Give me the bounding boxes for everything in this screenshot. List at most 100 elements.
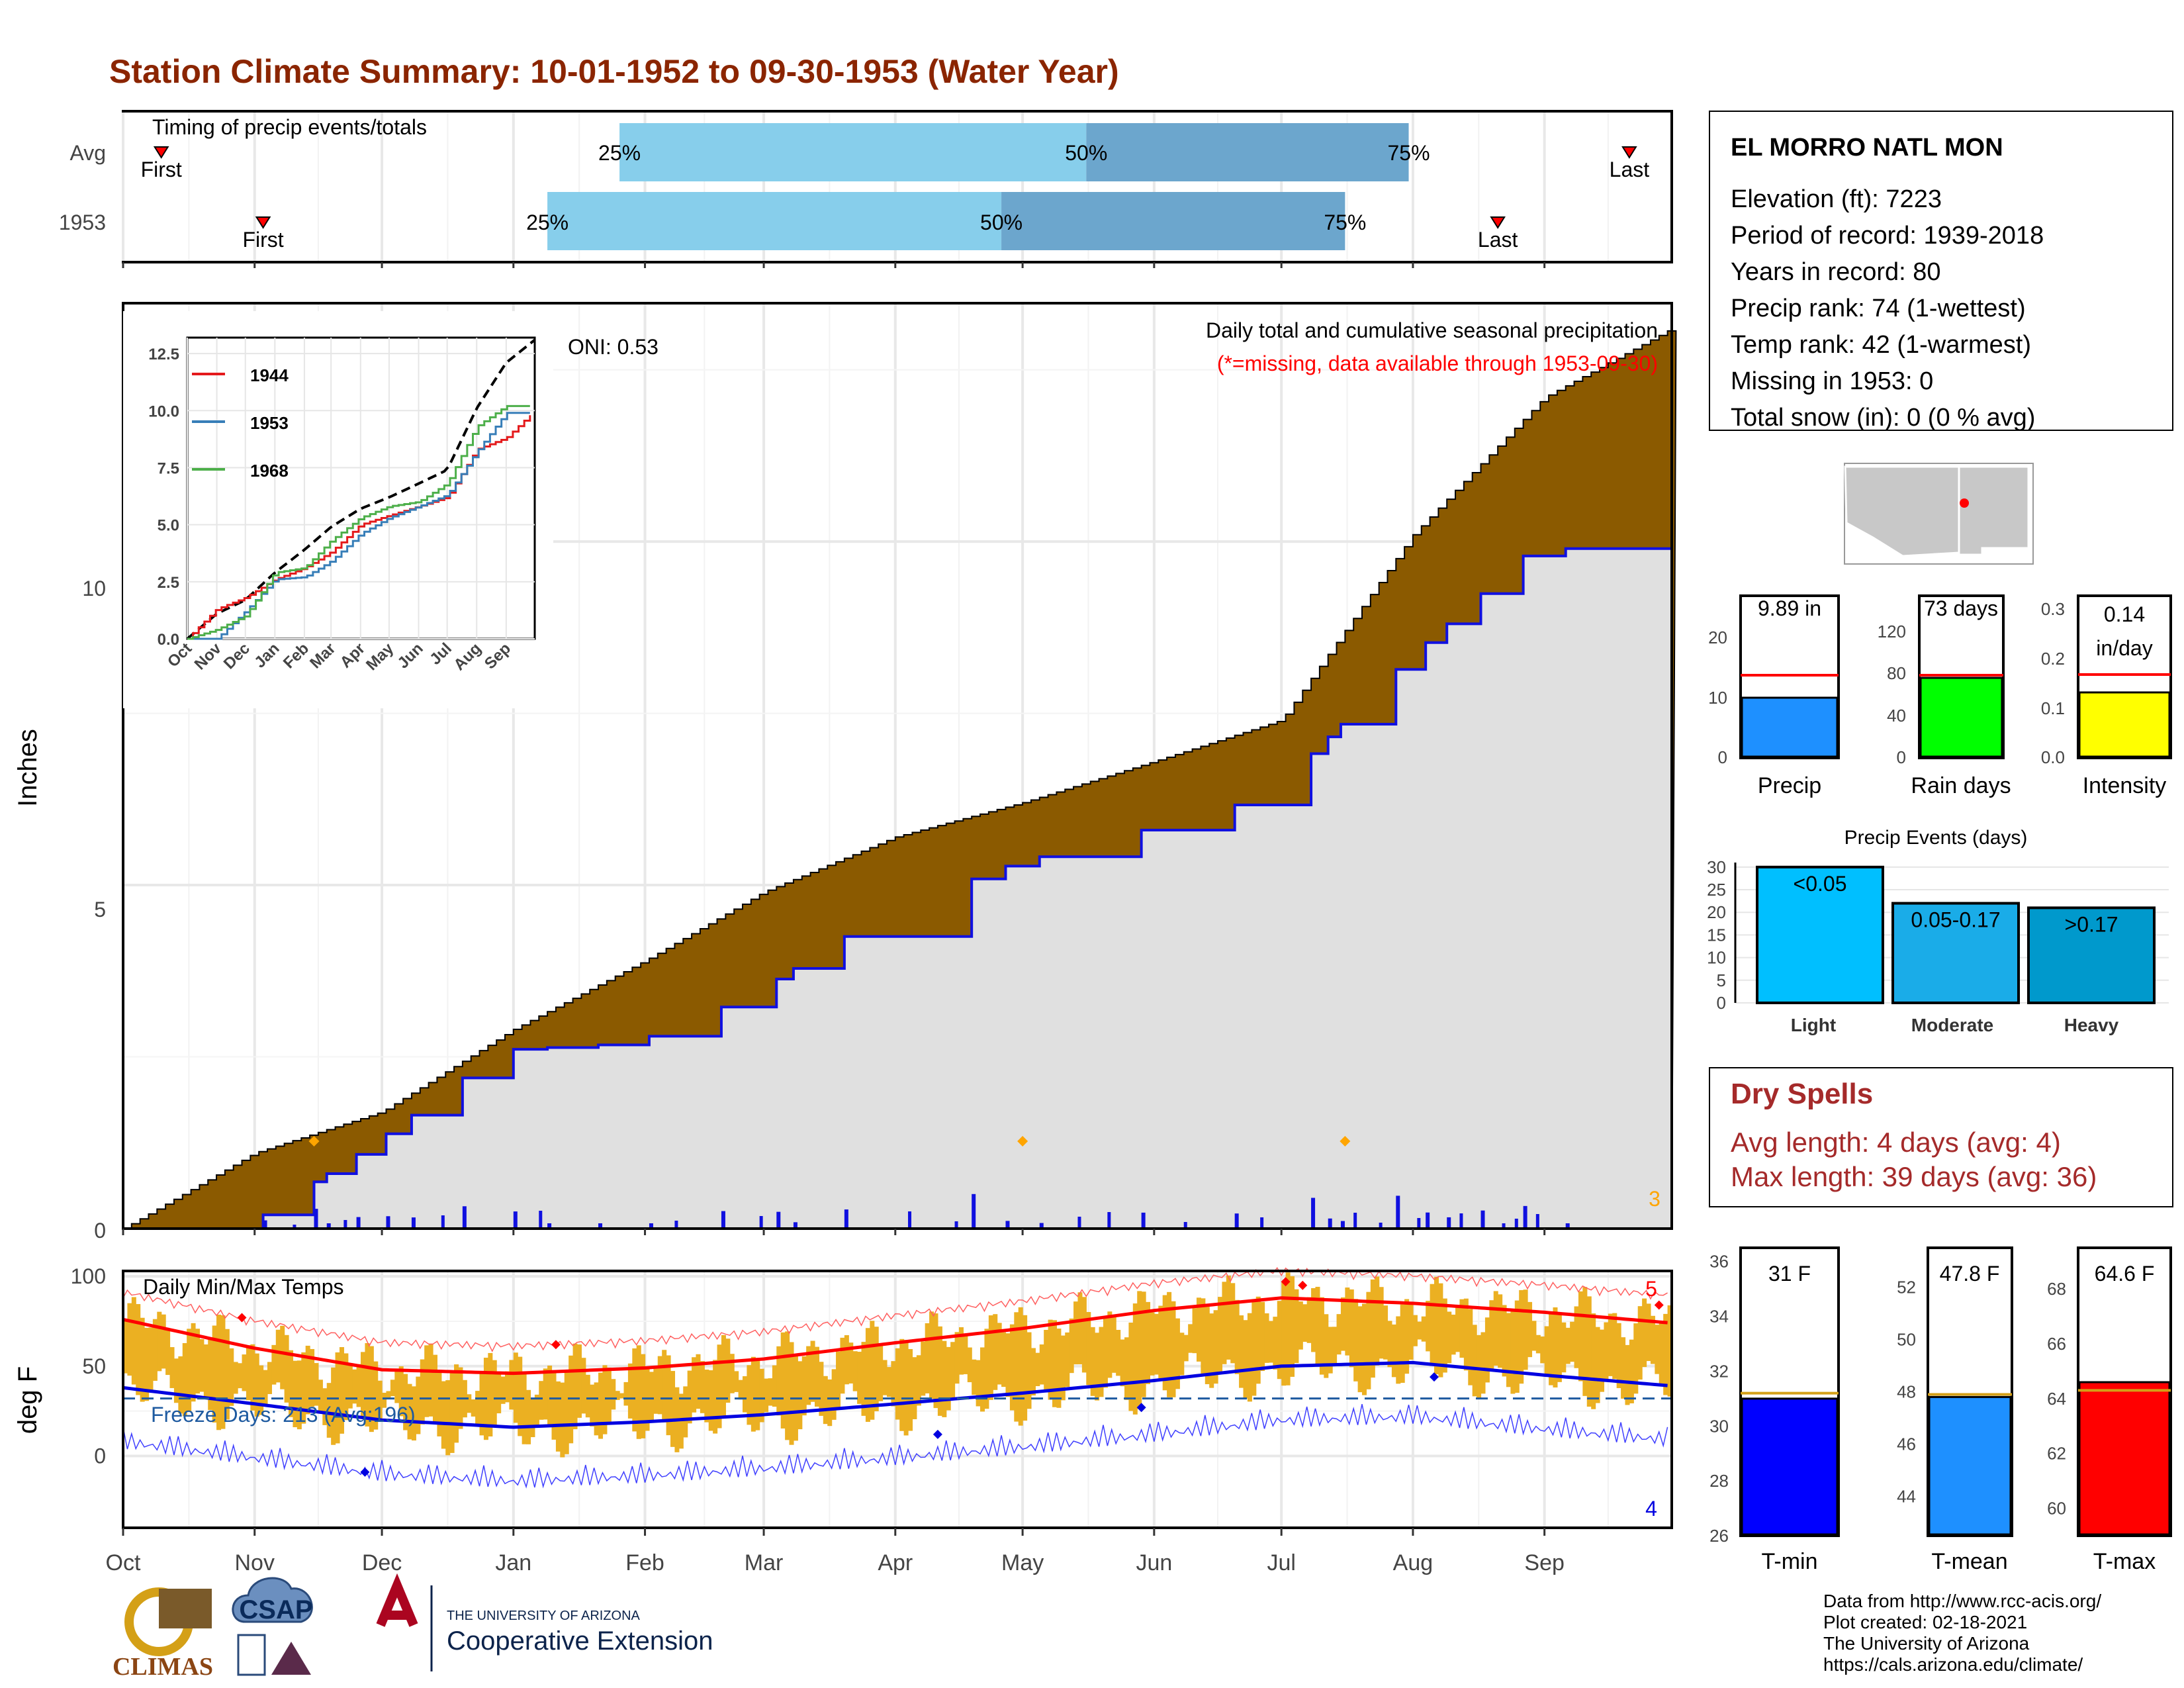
temp-summary-tick-label: 52 xyxy=(1897,1277,1916,1297)
daily-precip-bar xyxy=(1379,1223,1383,1229)
daily-precip-bar xyxy=(759,1216,763,1229)
daily-temp-bar xyxy=(407,1383,412,1440)
daily-temp-bar xyxy=(1340,1297,1345,1351)
raindays-summary-value: 73 days xyxy=(1924,596,1998,620)
daily-temp-bar xyxy=(165,1329,171,1376)
daily-temp-bar xyxy=(479,1373,484,1436)
daily-temp-bar xyxy=(331,1367,336,1445)
temp-ylabel: deg F xyxy=(13,1366,42,1434)
tmin-summary-value: 31 F xyxy=(1768,1262,1811,1286)
daily-temp-bar xyxy=(895,1348,900,1420)
temp-summary-tick-label: 36 xyxy=(1709,1252,1729,1272)
daily-temp-bar xyxy=(1009,1324,1015,1411)
timing-bar-25-50 xyxy=(547,192,1002,250)
daily-temp-bar xyxy=(1510,1311,1516,1394)
daily-temp-bar xyxy=(1086,1311,1091,1385)
daily-temp-bar xyxy=(623,1382,629,1406)
daily-temp-bar xyxy=(743,1376,748,1413)
daily-temp-bar xyxy=(471,1399,476,1417)
inset-ytick-label: 7.5 xyxy=(158,459,179,477)
daily-temp-bar xyxy=(937,1326,942,1416)
inset-ytick-label: 12.5 xyxy=(148,346,179,363)
freeze-days-label: Freeze Days: 213 (Avg:196) xyxy=(151,1403,416,1427)
daily-temp-bar xyxy=(1574,1306,1579,1368)
daily-temp-bar xyxy=(958,1327,964,1375)
temp-summary-tick-label: 48 xyxy=(1897,1382,1916,1402)
daily-temp-bar xyxy=(386,1391,391,1399)
daily-temp-bar xyxy=(208,1338,213,1411)
daily-temp-bar xyxy=(136,1304,141,1395)
daily-precip-bar xyxy=(343,1220,347,1229)
daily-temp-bar xyxy=(967,1347,972,1383)
events-bars: <0.05 0.05-0.17 >0.17 xyxy=(1756,865,2156,1005)
daily-temp-bar xyxy=(1455,1307,1461,1352)
events-ytick-label: 15 xyxy=(1707,925,1726,945)
daily-temp-bar xyxy=(1124,1337,1129,1400)
daily-temp-bar xyxy=(1167,1291,1172,1397)
month-label: Jun xyxy=(1136,1550,1172,1575)
events-ytick-label: 0 xyxy=(1717,993,1726,1013)
daily-temp-bar xyxy=(1196,1297,1201,1362)
daily-temp-bar xyxy=(1667,1305,1672,1397)
daily-temp-bar xyxy=(224,1329,230,1420)
events-bar-tag: >0.17 xyxy=(2065,912,2118,936)
daily-precip-bar xyxy=(1523,1205,1527,1229)
daily-temp-bar xyxy=(785,1331,790,1440)
daily-temp-bar xyxy=(933,1313,938,1409)
daily-temp-bar xyxy=(738,1380,743,1400)
temp-summary-tick-label: 32 xyxy=(1709,1361,1729,1381)
csap-mountain xyxy=(271,1642,311,1675)
new-mexico-shape xyxy=(1958,465,2030,556)
csap-bars xyxy=(237,1634,266,1676)
record-min-line xyxy=(122,1403,1668,1489)
station-info-box: EL MORRO NATL MON Elevation (ft): 7223 P… xyxy=(1709,111,2173,432)
daily-precip-bar xyxy=(1340,1221,1345,1229)
csap-cloud xyxy=(232,1577,313,1623)
daily-temp-bar xyxy=(377,1380,383,1421)
daily-temp-bar xyxy=(1222,1282,1227,1364)
daily-temp-bar xyxy=(1375,1276,1380,1366)
daily-temp-bar xyxy=(683,1386,688,1438)
temp-summary-bars: 31 F 26 28 30 32 34 36 T-min 47.8 F 44 46 48 50 5… xyxy=(1709,1246,2172,1574)
tmax-summary-value: 64.6 F xyxy=(2095,1262,2155,1286)
intensity-summary-tick-3: 0.3 xyxy=(2041,599,2065,619)
precip-summary-bar xyxy=(1741,696,1839,758)
daily-temp-bar xyxy=(1090,1327,1095,1396)
daily-temp-bar xyxy=(1417,1321,1422,1340)
daily-temp-bar xyxy=(717,1344,722,1429)
daily-temp-bar xyxy=(899,1338,905,1431)
daily-temp-bar xyxy=(305,1345,310,1415)
daily-temp-bar xyxy=(912,1357,917,1419)
daily-temp-bar xyxy=(1302,1304,1308,1342)
daily-temp-bar xyxy=(1014,1312,1019,1422)
daily-temp-bars xyxy=(123,1272,1672,1458)
daily-temp-bar xyxy=(526,1389,531,1444)
timing-p75-label-year: 75% xyxy=(1324,211,1366,234)
daily-precip-bar xyxy=(844,1209,848,1229)
daily-temp-bar xyxy=(428,1343,433,1417)
daily-precip-bar xyxy=(972,1194,976,1229)
credit-line-4: https://cals.arizona.edu/climate/ xyxy=(1823,1654,2083,1675)
daily-temp-bar xyxy=(339,1347,344,1434)
daily-precip-bar xyxy=(441,1215,445,1229)
daily-precip-bar xyxy=(1311,1197,1316,1229)
daily-temp-bar xyxy=(908,1348,913,1431)
daily-temp-bar xyxy=(1391,1324,1396,1378)
daily-temp-bar xyxy=(1604,1322,1609,1382)
daily-precip-bar xyxy=(1514,1219,1518,1229)
summary-bars: 9.89 in 0 10 20 Precip 73 days 0 40 80 1… xyxy=(1708,594,2172,798)
daily-precip-bar xyxy=(1426,1212,1430,1229)
precip-corner-count: 3 xyxy=(1649,1187,1661,1211)
daily-temp-bar xyxy=(1459,1299,1465,1358)
daily-temp-bar xyxy=(1345,1287,1350,1356)
month-label: Jul xyxy=(1267,1550,1295,1575)
record-low-marker xyxy=(360,1467,370,1477)
daily-temp-bar xyxy=(1582,1287,1588,1396)
dry-spells-max: Max length: 39 days (avg: 36) xyxy=(1731,1161,2097,1192)
daily-temp-bar xyxy=(1035,1352,1040,1386)
daily-temp-bar xyxy=(827,1379,833,1427)
daily-temp-bar xyxy=(606,1367,612,1423)
tmean-summary-label: T-mean xyxy=(1931,1549,2007,1574)
daily-temp-bar xyxy=(1357,1306,1363,1393)
